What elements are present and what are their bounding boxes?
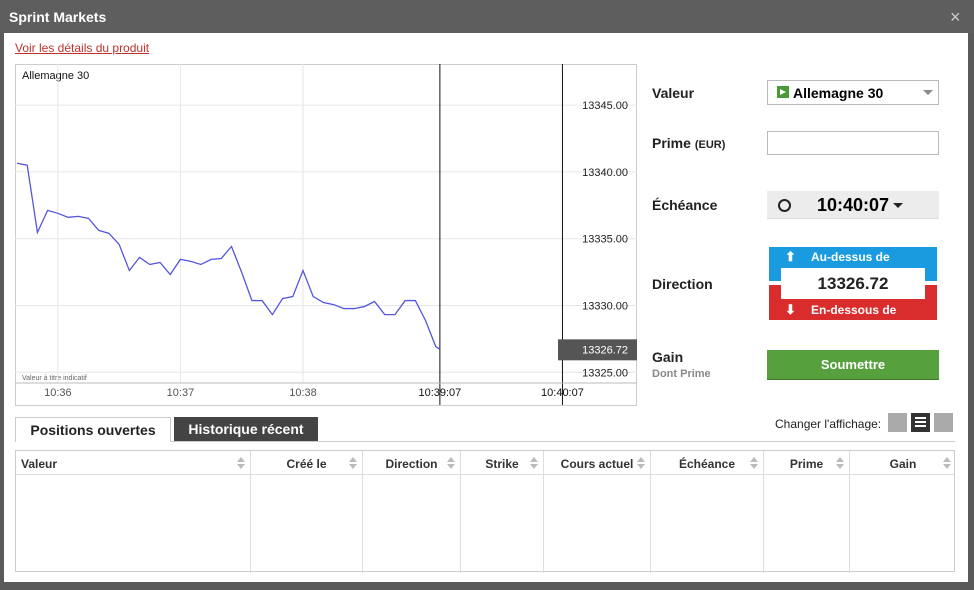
echeance-value: 10:40:07 [817,195,890,215]
sort-icon[interactable] [447,457,455,469]
table-column: Prime [763,451,849,573]
column-header: Gain [889,457,917,471]
down-text: En-dessous de [811,303,897,317]
price-line [16,162,441,350]
y-tick-label: 13330.00 [582,301,628,313]
table-column: Échéance [650,451,763,573]
chart-title: Allemagne 30 [22,70,89,82]
y-tick-label: 13345.00 [582,100,628,112]
view-icon[interactable] [888,413,907,432]
gain-label: Gain [652,349,684,365]
tab[interactable]: Historique récent [174,417,318,441]
table-column: Strike [460,451,543,573]
direction-price: 13326.72 [781,268,925,299]
column-header: Échéance [678,457,736,471]
view-icon[interactable] [911,413,930,432]
prime-text: Prime [652,135,691,151]
sort-icon[interactable] [530,457,538,469]
chart-note: Valeur à titre indicatif [22,375,87,382]
clock-icon [778,199,791,212]
y-tick-label: 13335.00 [582,234,628,246]
sort-icon[interactable] [750,457,758,469]
x-tick-label: 10:38 [289,387,317,399]
valeur-value: Allemagne 30 [793,85,884,101]
close-button[interactable]: × [950,7,961,27]
header-line [16,474,954,475]
list-lines [915,417,926,419]
valeur-label: Valeur [652,85,695,101]
column-header: Valeur [21,457,58,471]
tab-active[interactable]: Positions ouvertes [15,417,171,442]
table-column: Cours actuel [543,451,650,573]
table-column: Créé le [250,451,362,573]
gain-sub: Dont Prime [652,368,711,380]
x-tick-label: 10:40:07 [541,387,584,399]
y-tick-label: 13325.00 [582,367,628,379]
down-arrow: ⬇ [785,302,796,317]
x-tick-label: 10:39:07 [418,387,461,399]
x-tick-label: 10:37 [167,387,195,399]
chart-frame [15,64,637,406]
y-tick-label: 13340.00 [582,167,628,179]
sort-icon[interactable] [637,457,645,469]
table-column: Valeur [16,451,250,573]
play-arrow [780,89,786,95]
x-tick-label: 10:36 [44,387,72,399]
valeur-dropdown[interactable]: Allemagne 30 [767,80,939,105]
prime-label: Prime (EUR) [652,135,725,151]
product-link[interactable]: Voir les détails du produit [15,41,150,55]
column-header: Prime [789,457,824,471]
sort-icon[interactable] [237,457,245,469]
column-header: Cours actuel [560,457,634,471]
dropdown-caret [923,90,933,95]
column-header: Créé le [286,457,327,471]
title-bar: Sprint Markets × [0,0,974,33]
submit-button[interactable]: Soumettre [767,350,939,380]
view-icon[interactable] [934,413,953,432]
sort-icon[interactable] [349,457,357,469]
direction-label: Direction [652,276,713,292]
current-price-label: 13326.72 [582,344,628,356]
up-text: Au-dessus de [811,250,890,264]
table-column: Direction [362,451,460,573]
price-chart: Allemagne 30 Valeur à titre indicatif 1332… [15,64,637,406]
view-label: Changer l'affichage: [775,417,882,431]
prime-unit: (EUR) [694,139,726,151]
echeance-select[interactable]: 10:40:07 [767,191,939,219]
echeance-label: Échéance [652,197,718,213]
sort-icon[interactable] [943,457,951,469]
column-header: Direction [385,457,438,471]
current-price-box [558,339,637,361]
dropdown-caret [893,203,903,208]
positions-table: Valeur Créé le Direction Strike Cours actuel… [15,450,956,573]
dialog-title: Sprint Markets [9,9,107,25]
prime-input[interactable] [767,131,939,155]
up-arrow: ⬆ [785,249,796,264]
column-header: Strike [485,457,519,471]
sort-icon[interactable] [836,457,844,469]
table-column: Gain [849,451,956,573]
tab-line [15,441,955,442]
